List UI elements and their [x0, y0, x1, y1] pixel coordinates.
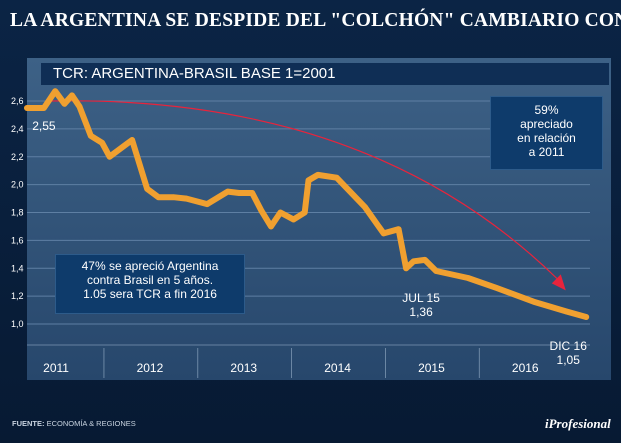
data-point	[290, 216, 297, 223]
trend-arrow-layer	[51, 100, 566, 291]
y-tick-label: 2,0	[11, 180, 24, 190]
data-point	[395, 226, 402, 232]
data-point	[155, 194, 162, 200]
trend-arrow-line	[51, 100, 558, 279]
data-point	[268, 223, 274, 230]
x-tick-label: 2012	[137, 361, 164, 375]
annotation-line: apreciado	[520, 117, 573, 131]
data-point	[106, 153, 113, 160]
data-point	[204, 201, 210, 207]
y-tick-label: 2,2	[11, 152, 24, 162]
annotation-box-percent: 59% apreciado en relación a 2011	[490, 96, 603, 170]
data-point	[236, 190, 242, 196]
data-point	[493, 285, 500, 291]
point-label: 1,36	[409, 305, 433, 319]
annotation-line: en relación	[517, 131, 576, 145]
data-point	[563, 308, 570, 315]
source-text: ECONOMÍA & REGIONES	[46, 419, 136, 428]
data-point	[305, 177, 312, 184]
y-tick-label: 1,6	[11, 235, 24, 245]
x-tick-label: 2013	[230, 361, 257, 375]
data-point	[583, 314, 589, 320]
y-tick-label: 1,2	[11, 291, 24, 301]
grid-layer	[27, 100, 590, 378]
data-point	[380, 230, 387, 237]
data-point	[225, 188, 231, 195]
data-point	[61, 101, 68, 107]
data-point	[403, 265, 409, 272]
y-tick-label: 1,8	[11, 208, 24, 218]
data-point	[315, 172, 321, 178]
data-point	[410, 258, 417, 265]
y-tick-label: 1,0	[11, 319, 24, 329]
annotation-box-argentina: 47% se apreció Argentina contra Brasil e…	[55, 254, 245, 314]
x-tick-label: 2014	[324, 361, 351, 375]
data-point	[433, 268, 439, 274]
source-note: FUENTE: ECONOMÍA & REGIONES	[12, 419, 136, 428]
x-tick-label: 2015	[418, 361, 445, 375]
annotation-line: a 2011	[528, 145, 565, 159]
data-point	[52, 88, 58, 94]
data-point	[88, 133, 94, 139]
x-axis-ticks: 2011 2012 2013 2014 2015 2016	[43, 361, 539, 375]
y-tick-label: 2,6	[11, 96, 24, 106]
chart-subtitle: TCR: ARGENTINA-BRASIL BASE 1=2001	[41, 63, 609, 85]
brand-logo: iProfesional	[545, 416, 611, 431]
chart-subtitle-bar	[41, 63, 609, 85]
page-title: LA ARGENTINA SE DESPIDE DEL "COLCHÓN" CA…	[10, 10, 621, 31]
point-labels: 2,55 JUL 151,36 DIC 161,05	[32, 119, 587, 367]
data-point	[333, 174, 340, 181]
point-label: DIC 16	[550, 339, 588, 353]
annotation-line: 47% se apreció Argentina	[81, 259, 219, 273]
chart-title: TCR: ARGENTINA-BRASIL BASE 1=2001	[53, 65, 336, 82]
point-label: 2,55	[32, 119, 56, 133]
data-point	[530, 298, 537, 305]
data-point	[362, 204, 368, 210]
data-point	[170, 194, 177, 200]
data-point	[277, 209, 284, 216]
data-point	[76, 103, 83, 110]
data-point	[24, 105, 30, 111]
trend-arrow-head	[551, 274, 566, 291]
y-tick-label: 1,4	[11, 263, 24, 273]
data-point	[41, 105, 47, 111]
source-label: FUENTE:	[12, 419, 45, 428]
data-point	[183, 195, 190, 202]
data-point	[144, 186, 150, 192]
x-tick-label: 2016	[512, 361, 539, 375]
annotation-line: 1.05 sera TCR a fin 2016	[83, 287, 217, 301]
data-point	[249, 190, 255, 196]
data-point	[422, 257, 428, 263]
data-point	[69, 92, 75, 99]
y-tick-label: 2,4	[11, 124, 24, 134]
series-layer	[24, 88, 590, 320]
annotation-line: 59%	[534, 103, 559, 117]
y-axis-ticks: 2,6 2,4 2,2 2,0 1,8 1,6 1,4 1,2 1,0	[11, 96, 24, 329]
data-point	[129, 137, 135, 143]
data-point	[99, 140, 105, 146]
x-tick-label: 2011	[43, 361, 69, 375]
data-point	[465, 275, 471, 281]
point-label: JUL 15	[402, 291, 440, 305]
data-point	[258, 208, 265, 214]
point-label: 1,05	[557, 353, 581, 367]
annotation-line: contra Brasil en 5 años.	[86, 273, 214, 287]
data-point	[301, 209, 308, 216]
